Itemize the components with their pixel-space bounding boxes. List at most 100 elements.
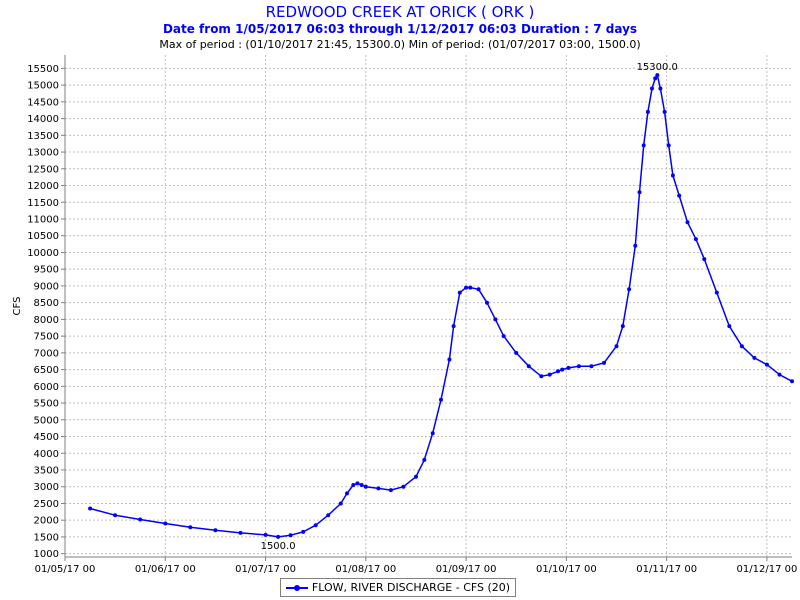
- data-point: [702, 257, 707, 262]
- data-point: [641, 143, 646, 148]
- series-layer: [88, 73, 794, 539]
- y-tick-label: 14000: [27, 114, 59, 125]
- data-point: [633, 243, 638, 248]
- data-point: [620, 324, 625, 329]
- data-point: [213, 528, 218, 533]
- data-point: [430, 431, 435, 436]
- y-tick-label: 1000: [34, 549, 59, 560]
- data-point: [627, 287, 632, 292]
- data-point: [301, 529, 306, 534]
- data-point: [138, 517, 143, 522]
- data-point: [666, 143, 671, 148]
- data-point: [556, 369, 560, 374]
- y-tick-label: 5000: [34, 415, 59, 426]
- y-tick-label: 12500: [27, 164, 59, 175]
- x-axis: 01/05/17 00 01/06/17 00 01/07/17 00 01/08/1…: [35, 556, 797, 575]
- data-point: [464, 285, 469, 290]
- x-tick-label: 01/09/17 00: [436, 564, 497, 575]
- data-point: [514, 350, 519, 355]
- y-tick-label: 13000: [27, 148, 59, 159]
- data-point: [677, 193, 682, 198]
- y-tick-label: 9500: [34, 265, 59, 276]
- x-tick-label: 01/05/17 00: [35, 564, 96, 575]
- y-tick-label: 2500: [34, 499, 59, 510]
- data-point: [401, 484, 406, 489]
- data-point: [363, 484, 368, 489]
- legend-swatch-marker: [293, 584, 300, 591]
- data-point: [288, 533, 293, 538]
- data-point: [326, 513, 331, 518]
- data-point: [457, 290, 462, 295]
- y-tick-label: 9000: [34, 281, 59, 292]
- data-point: [313, 523, 318, 528]
- y-tick-label: 13500: [27, 131, 59, 142]
- data-point: [547, 372, 552, 377]
- data-point: [447, 357, 452, 362]
- annotation-layer: 15300.0 1500.0: [261, 62, 678, 552]
- y-tick-label: 8500: [34, 298, 59, 309]
- data-point: [422, 457, 427, 462]
- data-point: [188, 525, 193, 530]
- data-point: [727, 324, 732, 329]
- y-tick-label: 15000: [27, 81, 59, 92]
- series-line: [89, 74, 793, 538]
- data-point: [539, 374, 544, 379]
- data-point: [670, 173, 675, 178]
- data-point: [655, 73, 660, 78]
- data-point: [662, 109, 667, 114]
- data-point: [560, 367, 565, 372]
- data-point: [439, 397, 443, 402]
- data-point: [163, 521, 168, 526]
- plot-area: [65, 55, 792, 557]
- y-tick-label: 10500: [27, 231, 59, 242]
- y-tick-label: 4500: [34, 432, 59, 443]
- y-axis: 1000 1500 2000 2500 3000 3500 4000 4500 5000 5500…: [27, 55, 66, 560]
- data-point: [739, 344, 744, 349]
- data-point: [526, 364, 531, 369]
- data-point: [468, 285, 473, 290]
- max-annotation: 15300.0: [637, 62, 678, 73]
- x-tick-label: 01/11/17 00: [636, 564, 697, 575]
- y-tick-label: 15500: [27, 64, 59, 75]
- data-point: [658, 86, 663, 91]
- data-point: [359, 483, 364, 487]
- data-point: [276, 534, 281, 539]
- data-point: [637, 190, 642, 195]
- data-point: [566, 365, 571, 370]
- data-point: [602, 360, 606, 365]
- data-point: [476, 287, 481, 292]
- data-point: [589, 364, 594, 369]
- data-point: [451, 324, 456, 329]
- data-point: [714, 290, 719, 295]
- data-point: [376, 486, 381, 491]
- data-point: [493, 317, 498, 322]
- y-tick-label: 6000: [34, 382, 59, 393]
- data-point: [614, 344, 619, 349]
- grid-layer: [64, 55, 792, 557]
- y-tick-label: 12000: [27, 181, 59, 192]
- data-point: [645, 109, 650, 114]
- x-tick-label: 01/10/17 00: [536, 564, 597, 575]
- y-tick-label: 11500: [27, 198, 59, 209]
- data-point: [764, 362, 769, 367]
- x-tick-label: 01/08/17 00: [335, 564, 396, 575]
- legend-entry-label: FLOW, RIVER DISCHARGE - CFS (20): [311, 581, 511, 594]
- data-point: [485, 300, 489, 305]
- data-point: [650, 86, 654, 91]
- x-tick-label: 01/07/17 00: [235, 564, 296, 575]
- y-tick-label: 1500: [34, 532, 59, 543]
- y-tick-label: 3000: [34, 482, 59, 493]
- data-point: [576, 364, 581, 369]
- data-point: [355, 481, 360, 486]
- chart-stats-line: Max of period : (01/10/2017 21:45, 15300…: [159, 38, 640, 51]
- y-tick-label: 2000: [34, 516, 59, 527]
- min-annotation: 1500.0: [261, 541, 296, 552]
- data-point: [238, 530, 243, 535]
- chart-subtitle: Date from 1/05/2017 06:03 through 1/12/2…: [163, 22, 637, 36]
- y-tick-label: 5500: [34, 399, 59, 410]
- legend-swatch: [285, 583, 308, 593]
- data-point: [501, 334, 506, 339]
- y-tick-label: 10000: [27, 248, 59, 259]
